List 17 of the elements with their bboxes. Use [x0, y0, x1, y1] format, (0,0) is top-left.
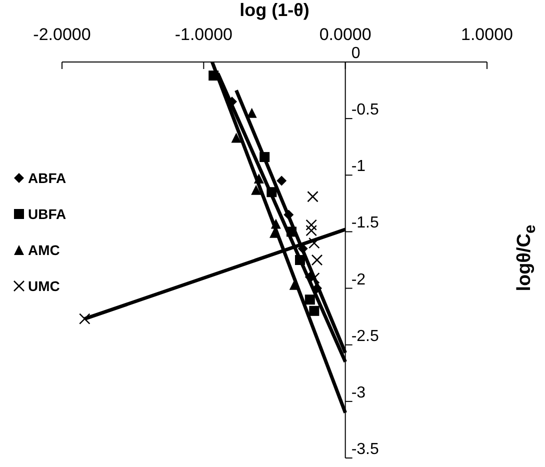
- y-tick-label: 0: [351, 45, 360, 62]
- legend-label: ABFA: [28, 170, 66, 186]
- y-tick-label: -1: [351, 158, 366, 176]
- legend-label: AMC: [28, 242, 60, 258]
- legend-label: UMC: [28, 278, 60, 294]
- x-tick-label: 0.0000: [319, 25, 372, 44]
- x-tick-label: 1.0000: [461, 25, 513, 44]
- y-tick-label: -3: [351, 384, 366, 402]
- y-tick-label: -0.5: [351, 102, 380, 119]
- y-tick-label: -1.5: [351, 214, 380, 232]
- x-tick-label: -1.0000: [174, 25, 233, 44]
- y-tick-label: -2.5: [351, 328, 380, 345]
- y-tick-label: -2: [351, 271, 366, 288]
- x-axis-title: log (1-θ): [238, 0, 310, 21]
- x-tick-label: -2.0000: [33, 25, 91, 44]
- y-tick-label: -3.5: [351, 441, 380, 458]
- legend-label: UBFA: [28, 206, 66, 222]
